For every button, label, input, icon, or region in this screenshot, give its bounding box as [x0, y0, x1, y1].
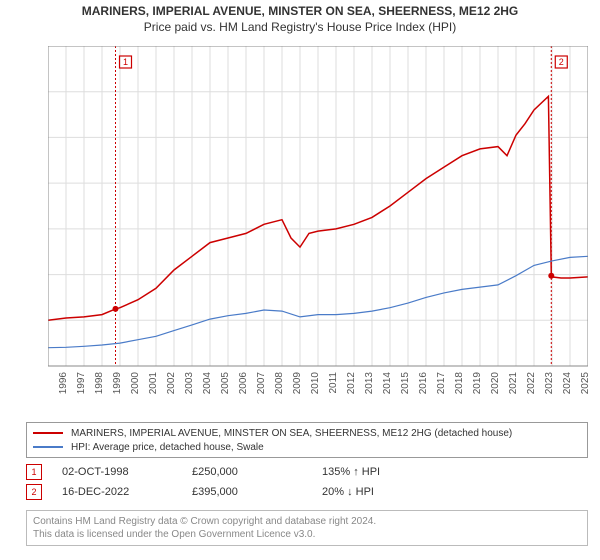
x-tick-label: 2020 [490, 372, 501, 395]
legend: MARINERS, IMPERIAL AVENUE, MINSTER ON SE… [26, 422, 588, 458]
x-tick-label: 2000 [130, 372, 141, 395]
marker-number: 1 [123, 57, 128, 67]
title-sub: Price paid vs. HM Land Registry's House … [0, 20, 600, 34]
x-tick-label: 1997 [76, 372, 87, 395]
transactions-table: 1 02-OCT-1998£250,000135% ↑ HPI 2 16-DEC-20… [26, 462, 588, 502]
x-tick-label: 2008 [274, 372, 285, 395]
legend-swatch [33, 446, 63, 448]
x-tick-label: 2025 [580, 372, 588, 395]
x-tick-label: 2016 [418, 372, 429, 395]
transaction-marker: 2 [26, 484, 42, 500]
transaction-date: 16-DEC-2022 [62, 486, 192, 498]
x-tick-label: 2022 [526, 372, 537, 395]
transaction-row: 2 16-DEC-2022£395,00020% ↓ HPI [26, 482, 588, 502]
x-tick-label: 2013 [364, 372, 375, 395]
x-tick-label: 2004 [202, 372, 213, 395]
legend-swatch [33, 432, 63, 434]
transaction-price: £250,000 [192, 466, 322, 478]
transaction-price: £395,000 [192, 486, 322, 498]
footer-line-2: This data is licensed under the Open Gov… [33, 528, 581, 541]
chart-svg: £0£200K£400K£600K£800K£1M£1.2M£1.4M19951… [48, 46, 588, 396]
x-tick-label: 2012 [346, 372, 357, 395]
legend-row: HPI: Average price, detached house, Swal… [33, 440, 581, 454]
x-tick-label: 2014 [382, 372, 393, 395]
x-tick-label: 2023 [544, 372, 555, 395]
x-tick-label: 2019 [472, 372, 483, 395]
x-tick-label: 2015 [400, 372, 411, 395]
transaction-diff: 135% ↑ HPI [322, 466, 452, 478]
x-tick-label: 2011 [328, 372, 339, 394]
x-tick-label: 2003 [184, 372, 195, 395]
footer: Contains HM Land Registry data © Crown c… [26, 510, 588, 546]
transaction-diff: 20% ↓ HPI [322, 486, 452, 498]
legend-row: MARINERS, IMPERIAL AVENUE, MINSTER ON SE… [33, 426, 581, 440]
x-tick-label: 2018 [454, 372, 465, 395]
title-block: MARINERS, IMPERIAL AVENUE, MINSTER ON SE… [0, 0, 600, 34]
x-tick-label: 2005 [220, 372, 231, 395]
x-tick-label: 2001 [148, 372, 159, 395]
x-tick-label: 2006 [238, 372, 249, 395]
legend-label: MARINERS, IMPERIAL AVENUE, MINSTER ON SE… [71, 428, 512, 439]
footer-line-1: Contains HM Land Registry data © Crown c… [33, 515, 581, 528]
x-tick-label: 1995 [48, 372, 51, 395]
marker-number: 2 [559, 57, 564, 67]
x-tick-label: 2009 [292, 372, 303, 395]
x-tick-label: 2017 [436, 372, 447, 395]
transaction-date: 02-OCT-1998 [62, 466, 192, 478]
x-tick-label: 2024 [562, 372, 573, 395]
title-main: MARINERS, IMPERIAL AVENUE, MINSTER ON SE… [0, 4, 600, 18]
x-tick-label: 1996 [58, 372, 69, 395]
legend-label: HPI: Average price, detached house, Swal… [71, 442, 264, 453]
chart-container: MARINERS, IMPERIAL AVENUE, MINSTER ON SE… [0, 0, 600, 560]
x-tick-label: 2002 [166, 372, 177, 395]
transaction-marker: 1 [26, 464, 42, 480]
x-tick-label: 2010 [310, 372, 321, 395]
x-tick-label: 2021 [508, 372, 519, 395]
transaction-row: 1 02-OCT-1998£250,000135% ↑ HPI [26, 462, 588, 482]
x-tick-label: 1998 [94, 372, 105, 395]
x-tick-label: 2007 [256, 372, 267, 395]
x-tick-label: 1999 [112, 372, 123, 395]
